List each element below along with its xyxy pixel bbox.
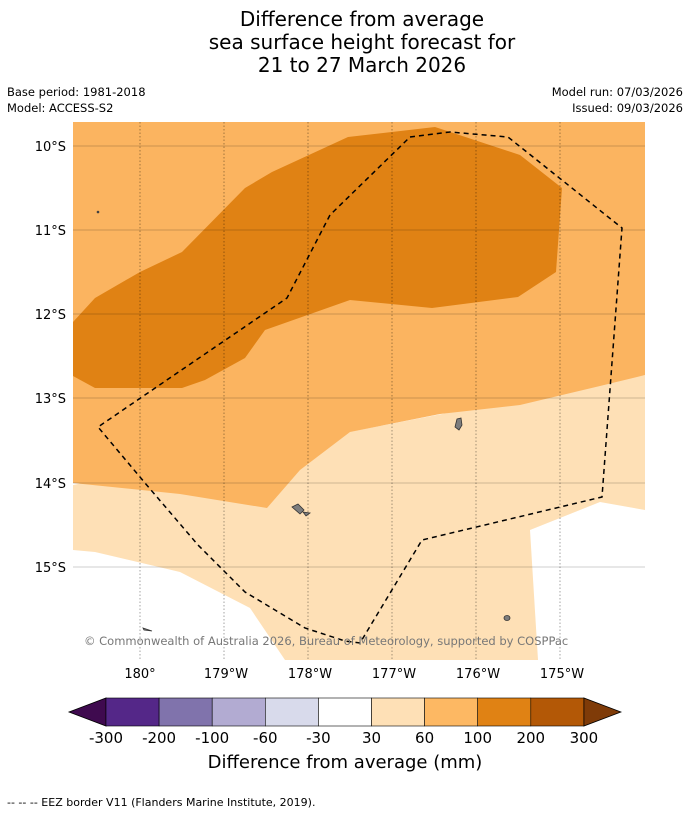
colorbar-tick-label: 60 <box>415 729 434 747</box>
footer-note: -- -- -- EEZ border V11 (Flanders Marine… <box>7 796 316 809</box>
island-futuna <box>291 503 305 515</box>
colorbar-bin <box>371 697 425 727</box>
lat-label: 11°S <box>35 224 66 239</box>
colorbar-bin <box>477 697 532 727</box>
colorbar-bin <box>424 697 479 727</box>
lat-label: 13°S <box>35 392 66 407</box>
island-small-sw <box>142 627 153 632</box>
lon-label: 177°W <box>372 667 416 682</box>
lat-label: 14°S <box>35 477 66 492</box>
map-area[interactable]: © Commonwealth of Australia 2026, Bureau… <box>73 122 645 660</box>
colorbar-bin <box>318 697 372 727</box>
colorbar-tick-label: -60 <box>253 729 278 747</box>
base-period: Base period: 1981-2018 <box>7 85 146 99</box>
lon-label: 179°W <box>204 667 248 682</box>
island-speck <box>96 210 100 214</box>
colorbar-tick-label: 100 <box>463 729 492 747</box>
colorbar: -300 -200 -100 -60 -30 30 60 100 200 300 <box>67 697 623 747</box>
meta-left: Base period: 1981-2018 Model: ACCESS-S2 <box>7 84 146 116</box>
title-line-1: Difference from average <box>239 7 485 31</box>
lon-label: 176°W <box>456 667 500 682</box>
copyright-text: © Commonwealth of Australia 2026, Bureau… <box>84 634 568 648</box>
colorbar-tick-label: -30 <box>306 729 331 747</box>
colorbar-tick-label: 30 <box>362 729 381 747</box>
colorbar-tick-label: -200 <box>142 729 176 747</box>
colorbar-bin <box>158 697 213 727</box>
issued-date: Issued: 09/03/2026 <box>572 101 683 115</box>
lat-gridlines <box>73 145 645 568</box>
lat-label: 12°S <box>35 308 66 323</box>
colorbar-bin <box>211 697 266 727</box>
meta-right: Model run: 07/03/2026 Issued: 09/03/2026 <box>552 84 683 116</box>
lon-label: 175°W <box>540 667 584 682</box>
colorbar-extend-high <box>583 697 623 727</box>
lat-labels: 10°S 11°S 12°S 13°S 14°S 15°S <box>35 140 66 576</box>
islands <box>96 210 511 632</box>
shade-100-200 <box>73 127 562 388</box>
island-alofi <box>302 511 312 517</box>
model-run: Model run: 07/03/2026 <box>551 85 683 99</box>
colorbar-tick-label: -300 <box>89 729 123 747</box>
colorbar-bin <box>105 697 160 727</box>
colorbar-bin <box>264 697 319 727</box>
colorbar-tick-label: 300 <box>570 729 599 747</box>
colorbar-bin <box>530 697 585 727</box>
island-wallis <box>454 417 463 431</box>
lon-label: 178°W <box>288 667 332 682</box>
lat-label: 10°S <box>35 140 66 155</box>
model-name: Model: ACCESS-S2 <box>7 101 114 115</box>
title-line-2: sea surface height forecast for <box>208 30 516 54</box>
colorbar-tick-label: -100 <box>195 729 229 747</box>
title-line-3: 21 to 27 March 2026 <box>257 53 467 77</box>
lon-label: 180° <box>124 667 155 682</box>
lat-label: 15°S <box>35 561 66 576</box>
colorbar-extend-low <box>67 697 107 727</box>
colorbar-tick-label: 200 <box>516 729 545 747</box>
lon-labels: 180° 179°W 178°W 177°W 176°W 175°W <box>124 667 584 682</box>
island-niuafoou <box>503 615 511 621</box>
chart-title: Difference from average sea surface heig… <box>0 8 690 77</box>
shade-30-60 <box>73 375 645 660</box>
colorbar-title: Difference from average (mm) <box>207 752 483 773</box>
eez-border <box>96 131 623 644</box>
